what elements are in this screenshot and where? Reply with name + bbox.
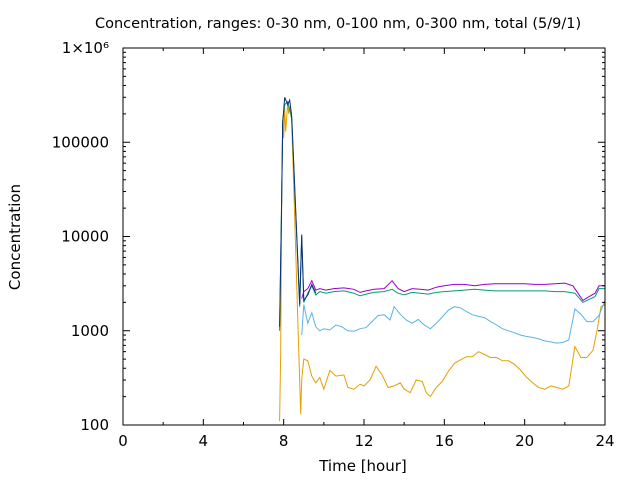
series-line-4 [301,279,605,302]
x-axis-label: Time [hour] [318,457,407,475]
tick-layer: 0 4 8 12 16 20 24 100 1000 10000 100000 1×10⁶ [52,39,615,450]
x-tick-label: 16 [435,432,454,450]
y-tick-label: 1×10⁶ [62,39,109,57]
x-tick-label: 4 [199,432,209,450]
chart-title: Concentration, ranges: 0-30 nm, 0-100 nm… [95,16,581,32]
x-tick-label: 0 [118,432,128,450]
y-tick-label: 100000 [52,133,109,151]
y-tick-label: 100 [80,416,109,434]
series-line-2 [301,300,606,344]
x-tick-label: 8 [279,432,289,450]
y-tick-label: 10000 [61,228,109,246]
plot-frame [122,47,606,426]
x-tick-label: 20 [515,432,534,450]
series-layer [279,97,606,422]
x-tick-label: 12 [354,432,373,450]
series-line-1 [279,103,606,422]
series-line-5 [279,97,317,327]
y-tick-label: 1000 [71,322,109,340]
x-tick-label: 24 [595,432,614,450]
y-axis-label: Concentration [6,184,24,290]
series-line-3 [279,100,605,331]
